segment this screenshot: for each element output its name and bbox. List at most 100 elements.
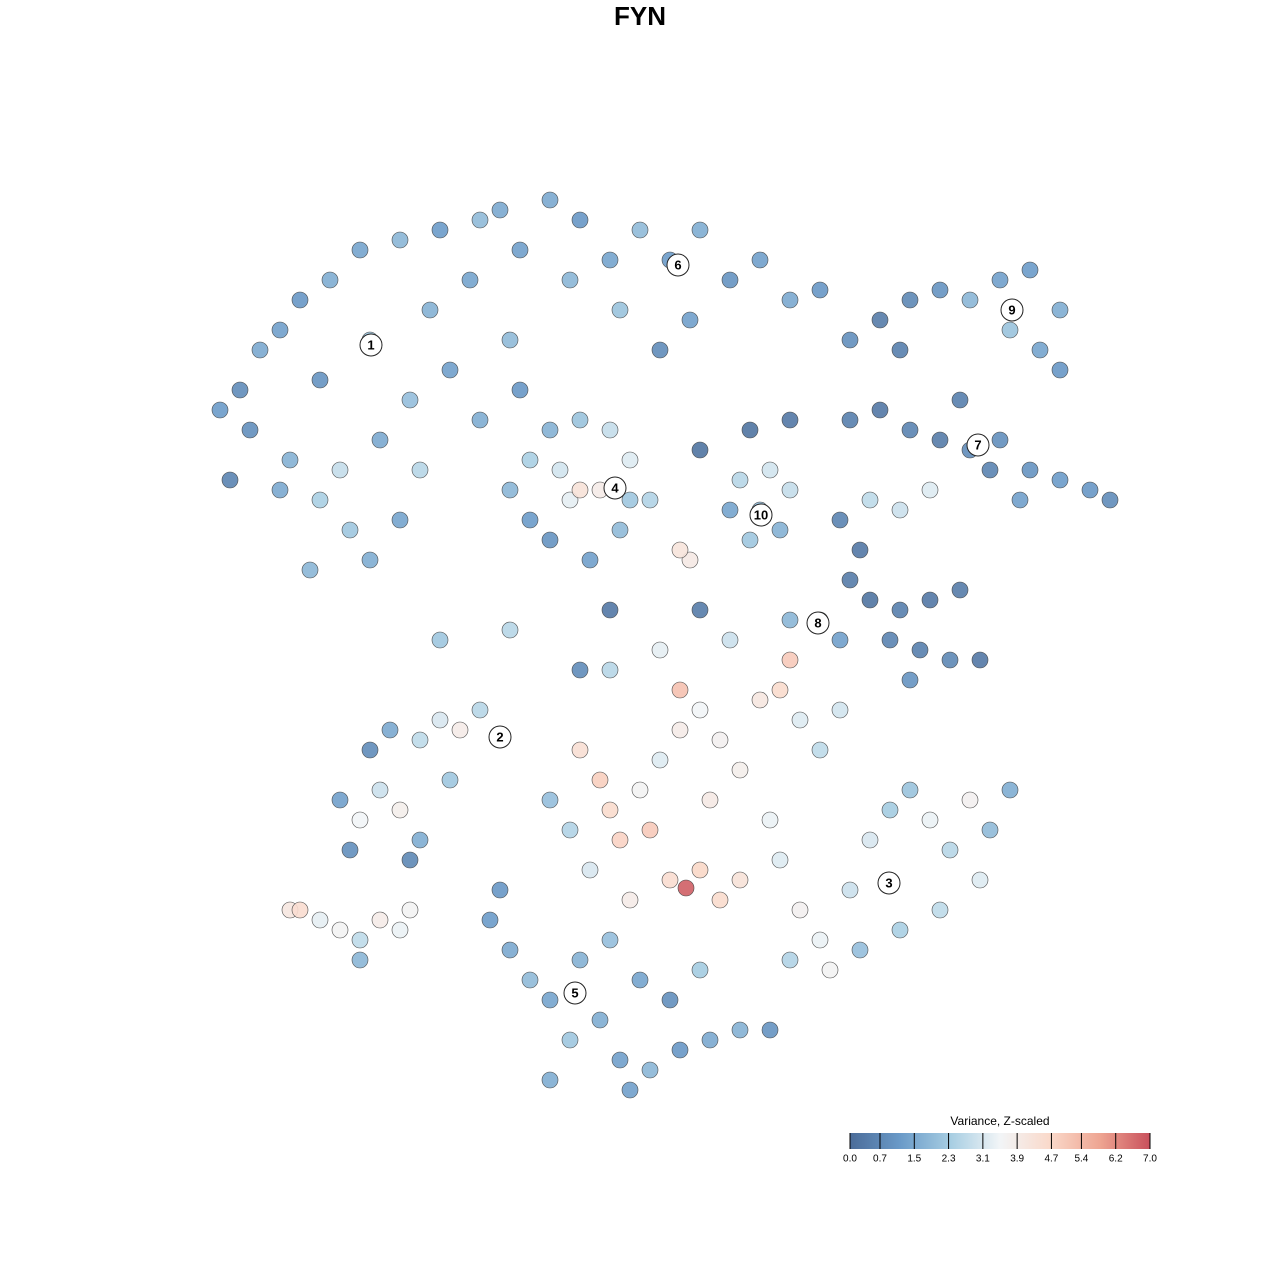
point [791, 711, 809, 729]
point [321, 271, 339, 289]
point [971, 651, 989, 669]
point [581, 861, 599, 879]
point [781, 651, 799, 669]
point [581, 551, 599, 569]
cluster-label: 2 [488, 725, 512, 749]
point [751, 691, 769, 709]
point [881, 631, 899, 649]
cluster-label-badge [563, 981, 587, 1005]
point [951, 391, 969, 409]
point [841, 571, 859, 589]
point [911, 641, 929, 659]
point [831, 701, 849, 719]
point [311, 371, 329, 389]
point [401, 391, 419, 409]
cluster-label-badge [806, 611, 830, 635]
point [631, 781, 649, 799]
point [241, 421, 259, 439]
point [991, 271, 1009, 289]
point [1031, 341, 1049, 359]
point [901, 421, 919, 439]
point [781, 611, 799, 629]
point [981, 821, 999, 839]
point [811, 931, 829, 949]
point [721, 501, 739, 519]
point [691, 441, 709, 459]
cluster-label: 5 [563, 981, 587, 1005]
point [781, 291, 799, 309]
point [351, 951, 369, 969]
cluster-label: 1 [359, 333, 383, 357]
cluster-label-text: 2 [496, 729, 503, 744]
point [991, 431, 1009, 449]
point [621, 1081, 639, 1099]
point [691, 701, 709, 719]
point [661, 991, 679, 1009]
point [641, 821, 659, 839]
point [271, 321, 289, 339]
point [541, 1071, 559, 1089]
point [551, 461, 569, 479]
colorbar [850, 1133, 1150, 1149]
point [631, 221, 649, 239]
point [761, 811, 779, 829]
point [681, 311, 699, 329]
point [981, 461, 999, 479]
point [791, 901, 809, 919]
point [481, 911, 499, 929]
point [861, 491, 879, 509]
point [411, 831, 429, 849]
cluster-label-badge [966, 433, 990, 457]
cluster-label-badge [666, 253, 690, 277]
point [401, 851, 419, 869]
point [771, 681, 789, 699]
colorbar-tick-label: 3.1 [976, 1154, 990, 1165]
point [651, 341, 669, 359]
point [921, 591, 939, 609]
point [391, 231, 409, 249]
point [731, 471, 749, 489]
point [211, 401, 229, 419]
chart-title: FYN [614, 1, 666, 31]
point [1101, 491, 1119, 509]
point [281, 451, 299, 469]
colorbar-tick-label: 3.9 [1010, 1154, 1024, 1165]
point [741, 531, 759, 549]
point [921, 481, 939, 499]
cluster-label-text: 5 [571, 985, 578, 1000]
point [361, 551, 379, 569]
point [411, 731, 429, 749]
point [721, 271, 739, 289]
cluster-label: 4 [603, 476, 627, 500]
point [501, 621, 519, 639]
point [761, 461, 779, 479]
point [901, 671, 919, 689]
point [421, 301, 439, 319]
point [711, 891, 729, 909]
point [501, 481, 519, 499]
point [1021, 461, 1039, 479]
point [941, 841, 959, 859]
point [861, 831, 879, 849]
point [541, 991, 559, 1009]
point [371, 781, 389, 799]
point [671, 721, 689, 739]
point [621, 491, 639, 509]
point [601, 931, 619, 949]
point [361, 741, 379, 759]
point [431, 631, 449, 649]
point [561, 821, 579, 839]
colorbar-title: Variance, Z-scaled [950, 1114, 1049, 1128]
point [701, 791, 719, 809]
cluster-label-badge [1000, 298, 1024, 322]
point [601, 801, 619, 819]
point [881, 801, 899, 819]
point [861, 591, 879, 609]
point [331, 791, 349, 809]
point [931, 431, 949, 449]
point [891, 601, 909, 619]
point [841, 331, 859, 349]
colorbar-tick-label: 5.4 [1074, 1154, 1088, 1165]
